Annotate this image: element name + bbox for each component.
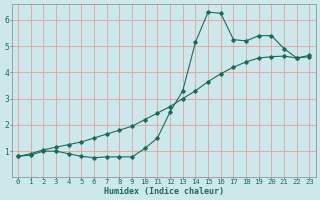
X-axis label: Humidex (Indice chaleur): Humidex (Indice chaleur) — [104, 187, 224, 196]
